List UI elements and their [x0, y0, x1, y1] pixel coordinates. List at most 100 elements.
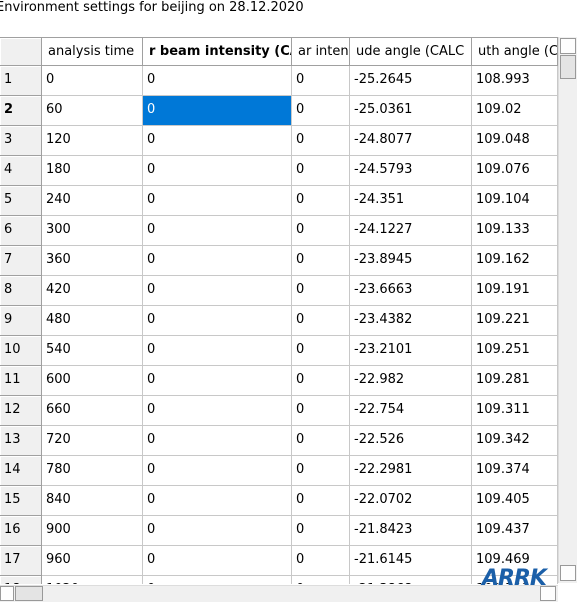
table-cell[interactable]: 0	[143, 96, 292, 126]
table-cell[interactable]: 0	[292, 336, 350, 366]
table-cell[interactable]: -23.4382	[350, 306, 472, 336]
table-cell[interactable]: 0	[292, 456, 350, 486]
scroll-down[interactable]	[560, 565, 576, 581]
scroll-thumb[interactable]	[560, 55, 576, 79]
table-cell[interactable]: 109.501	[472, 576, 558, 584]
table-cell[interactable]: 0	[143, 456, 292, 486]
table-cell[interactable]: 60	[42, 96, 143, 126]
row-header[interactable]: 18	[0, 576, 42, 584]
table-cell[interactable]: 0	[292, 576, 350, 584]
column-header[interactable]: r beam intensity (CA	[143, 38, 292, 66]
row-header[interactable]: 17	[0, 546, 42, 576]
table-cell[interactable]: 0	[292, 66, 350, 96]
table-cell[interactable]: 420	[42, 276, 143, 306]
table-cell[interactable]: 120	[42, 126, 143, 156]
table-cell[interactable]: 660	[42, 396, 143, 426]
table-cell[interactable]: 0	[143, 486, 292, 516]
table-cell[interactable]: -23.8945	[350, 246, 472, 276]
row-header[interactable]: 3	[0, 126, 42, 156]
column-header[interactable]: analysis time	[42, 38, 143, 66]
table-cell[interactable]: 0	[292, 156, 350, 186]
table-cell[interactable]: -24.1227	[350, 216, 472, 246]
table-cell[interactable]: 540	[42, 336, 143, 366]
table-cell[interactable]: -22.982	[350, 366, 472, 396]
row-header[interactable]: 8	[0, 276, 42, 306]
table-cell[interactable]: 109.469	[472, 546, 558, 576]
row-header[interactable]: 9	[0, 306, 42, 336]
table-cell[interactable]: 109.342	[472, 426, 558, 456]
table-cell[interactable]: 0	[292, 486, 350, 516]
table-cell[interactable]: 0	[143, 336, 292, 366]
table-cell[interactable]: 720	[42, 426, 143, 456]
horizontal-scrollbar[interactable]	[0, 585, 558, 602]
table-cell[interactable]: 0	[292, 516, 350, 546]
table-cell[interactable]: 109.405	[472, 486, 558, 516]
table-cell[interactable]: -24.8077	[350, 126, 472, 156]
table-cell[interactable]: 0	[143, 276, 292, 306]
table-cell[interactable]: 1020	[42, 576, 143, 584]
table-cell[interactable]: 0	[292, 276, 350, 306]
table-cell[interactable]: 0	[143, 156, 292, 186]
row-header[interactable]: 16	[0, 516, 42, 546]
table-cell[interactable]: 109.162	[472, 246, 558, 276]
table-cell[interactable]: 109.02	[472, 96, 558, 126]
table-cell[interactable]: 0	[143, 126, 292, 156]
table-cell[interactable]: -22.2981	[350, 456, 472, 486]
vertical-scrollbar[interactable]	[558, 37, 577, 583]
scroll-up[interactable]	[560, 38, 576, 54]
table-cell[interactable]: 0	[143, 426, 292, 456]
scroll-left[interactable]	[0, 586, 14, 601]
column-header[interactable]: uth angle (C	[472, 38, 558, 66]
table-cell[interactable]: 109.221	[472, 306, 558, 336]
table-cell[interactable]: 0	[143, 246, 292, 276]
table-cell[interactable]: 0	[292, 306, 350, 336]
table-cell[interactable]: 780	[42, 456, 143, 486]
corner-header[interactable]	[0, 38, 42, 66]
row-header[interactable]: 2	[0, 96, 42, 126]
table-cell[interactable]: 480	[42, 306, 143, 336]
row-header[interactable]: 11	[0, 366, 42, 396]
table-cell[interactable]: 109.133	[472, 216, 558, 246]
table-cell[interactable]: 0	[143, 306, 292, 336]
table-cell[interactable]: 0	[292, 546, 350, 576]
table-cell[interactable]: 0	[143, 366, 292, 396]
table-cell[interactable]: 109.048	[472, 126, 558, 156]
row-header[interactable]: 7	[0, 246, 42, 276]
table-cell[interactable]: 840	[42, 486, 143, 516]
table-cell[interactable]: -21.6145	[350, 546, 472, 576]
table-cell[interactable]: 900	[42, 516, 143, 546]
column-header[interactable]: ude angle (CALC	[350, 38, 472, 66]
row-header[interactable]: 4	[0, 156, 42, 186]
table-cell[interactable]: 0	[292, 126, 350, 156]
row-header[interactable]: 5	[0, 186, 42, 216]
table-cell[interactable]: -22.526	[350, 426, 472, 456]
table-cell[interactable]: 0	[143, 216, 292, 246]
table-cell[interactable]: 0	[292, 426, 350, 456]
table-cell[interactable]: -21.8423	[350, 516, 472, 546]
table-cell[interactable]: 240	[42, 186, 143, 216]
table-cell[interactable]: -21.3868	[350, 576, 472, 584]
scroll-thumb[interactable]	[15, 586, 43, 601]
table-cell[interactable]: 600	[42, 366, 143, 396]
table-cell[interactable]: -24.351	[350, 186, 472, 216]
table-cell[interactable]: 0	[292, 186, 350, 216]
table-cell[interactable]: -23.6663	[350, 276, 472, 306]
table-cell[interactable]: -22.754	[350, 396, 472, 426]
table-cell[interactable]: 0	[292, 246, 350, 276]
table-cell[interactable]: 109.076	[472, 156, 558, 186]
row-header[interactable]: 14	[0, 456, 42, 486]
row-header[interactable]: 10	[0, 336, 42, 366]
scroll-right[interactable]	[540, 586, 556, 601]
table-cell[interactable]: 0	[143, 546, 292, 576]
table-cell[interactable]: 109.104	[472, 186, 558, 216]
table-cell[interactable]: 0	[143, 186, 292, 216]
table-cell[interactable]: 360	[42, 246, 143, 276]
table-cell[interactable]: 0	[292, 216, 350, 246]
table-cell[interactable]: 0	[292, 396, 350, 426]
table-cell[interactable]: -24.5793	[350, 156, 472, 186]
table-cell[interactable]: 0	[292, 366, 350, 396]
table-cell[interactable]: 960	[42, 546, 143, 576]
table-cell[interactable]: 109.374	[472, 456, 558, 486]
table-cell[interactable]: 0	[42, 66, 143, 96]
row-header[interactable]: 6	[0, 216, 42, 246]
